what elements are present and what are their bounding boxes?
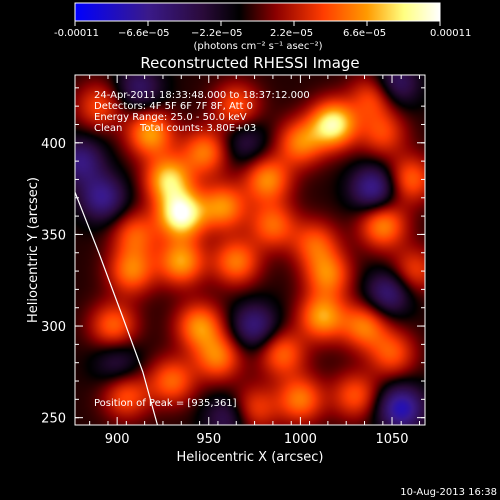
colorbar-ticks: [74, 21, 441, 26]
y-tick-label: 250: [41, 412, 66, 427]
x-tick-label: 1050: [375, 432, 408, 447]
x-tick-label: 900: [105, 432, 130, 447]
x-tick-label: 1000: [284, 432, 317, 447]
solar-limb-curve: [75, 192, 159, 425]
y-tick-label: 300: [41, 320, 66, 335]
y-tick-label: 400: [41, 137, 66, 152]
footer-timestamp: 10-Aug-2013 16:38: [400, 487, 497, 498]
colorbar-tick-label: 0.00011: [430, 28, 471, 39]
plot-frame: [74, 74, 426, 426]
annotation-time-range: 24-Apr-2011 18:33:48.000 to 18:37:12.000: [94, 90, 310, 101]
heatmap-container: [75, 75, 425, 425]
colorbar-units: (photons cm⁻² s⁻¹ asec⁻²): [193, 41, 322, 52]
annotation-method: Clean: [94, 123, 122, 134]
annotation-energy: Energy Range: 25.0 - 50.0 keV: [94, 112, 247, 123]
colorbar-tick-label: -0.00011: [54, 28, 99, 39]
colorbar-tick-label: −6.6e−05: [118, 28, 170, 39]
x-axis-label: Heliocentric X (arcsec): [177, 450, 324, 465]
annotation-total-counts: Total counts: 3.80E+03: [139, 123, 256, 134]
colorbar-tick-label: 6.6e−05: [343, 28, 386, 39]
x-tick-label: 950: [196, 432, 221, 447]
axis-ticks: [75, 75, 425, 425]
colorbar-tick-label: −2.2e−05: [191, 28, 243, 39]
colorbar-tick-label: 2.2e−05: [270, 28, 313, 39]
annotation-peak-position: Position of Peak = [935,361]: [94, 398, 237, 409]
colorbar: [74, 2, 441, 22]
annotation-detectors: Detectors: 4F 5F 6F 7F 8F, Att 0: [94, 101, 253, 112]
annotation-block: 24-Apr-2011 18:33:48.000 to 18:37:12.000…: [94, 90, 310, 134]
chart-title: Reconstructed RHESSI Image: [140, 54, 359, 72]
y-axis-label: Heliocentric Y (arcsec): [26, 177, 41, 323]
heatmap-image: [75, 75, 425, 425]
y-tick-label: 350: [41, 228, 66, 243]
